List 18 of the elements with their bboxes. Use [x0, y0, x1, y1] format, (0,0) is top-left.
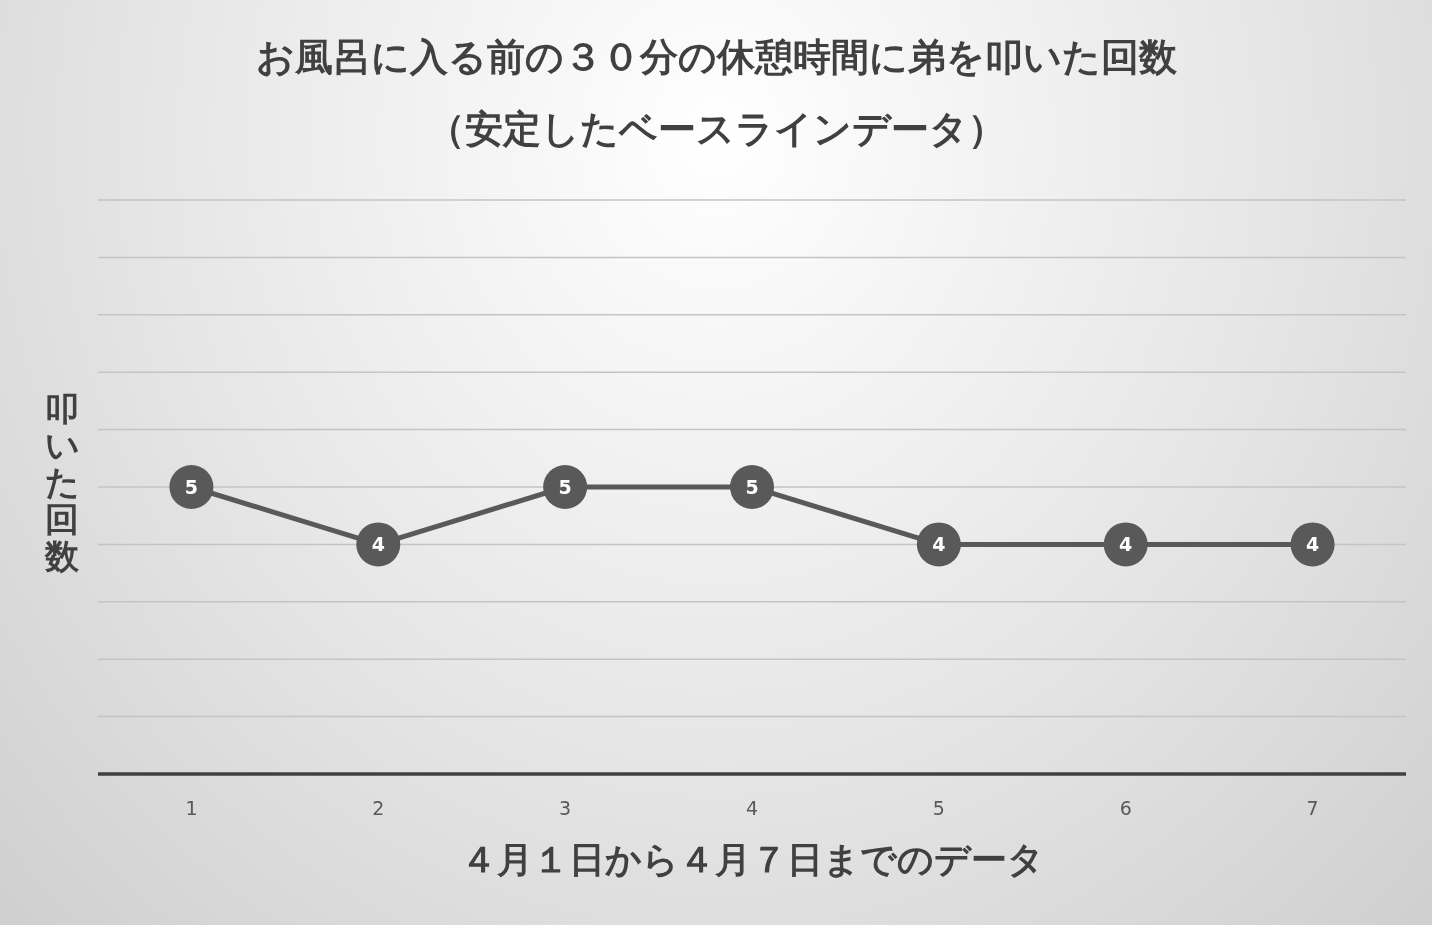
xtick: 6: [1119, 797, 1132, 819]
title: お風呂に入る前の３０分の休憩時間に弟を叩いた回数: [255, 35, 1177, 79]
data-label: 4: [1305, 533, 1320, 556]
xlabel: ４月１日から４月７日までのデータ: [460, 839, 1044, 880]
data-label: 5: [745, 476, 759, 498]
data-label: 5: [184, 476, 199, 498]
xtick: 4: [745, 797, 759, 819]
xtick: 5: [932, 797, 945, 819]
subtitle: （安定したベースラインデータ）: [426, 107, 1006, 151]
xtick: 7: [1306, 797, 1319, 819]
xtick: 3: [559, 797, 572, 819]
data-label: 4: [932, 533, 946, 556]
xtick: 1: [185, 797, 198, 819]
ylabel: 叩いた回数: [44, 388, 80, 576]
xtick: 2: [372, 797, 385, 819]
data-label: 5: [558, 476, 572, 498]
data-label: 4: [1119, 533, 1133, 556]
data-label: 4: [371, 533, 385, 556]
